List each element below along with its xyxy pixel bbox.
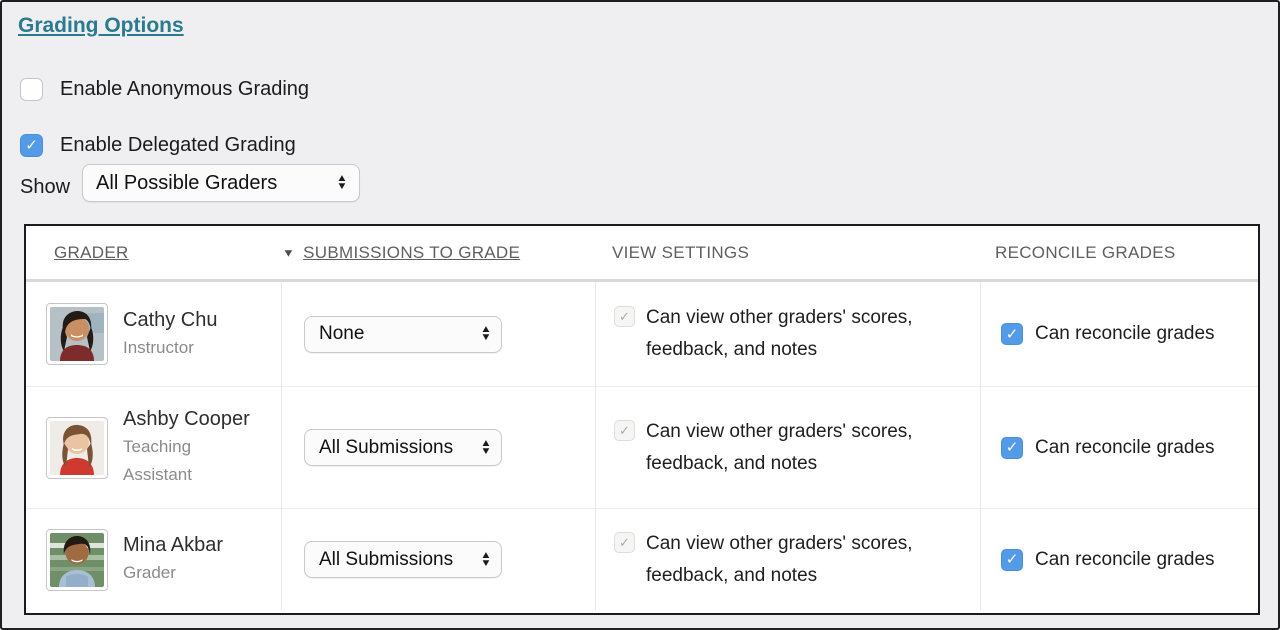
avatar [46,416,108,479]
reconcile-cell: ✓ Can reconcile grades [981,387,1258,508]
can-reconcile-label: Can reconcile grades [1035,323,1215,344]
check-icon: ✓ [619,309,630,324]
can-reconcile-checkbox[interactable]: ✓ [1001,436,1023,459]
check-icon: ✓ [1005,325,1019,343]
grader-column-header: GRADER [26,243,282,263]
submissions-cell: All Submissions ▲ ▼ [282,387,596,508]
submissions-sort-link[interactable]: SUBMISSIONS TO GRADE [303,242,521,262]
grader-role: Grader [123,563,176,582]
check-icon: ✓ [25,137,38,154]
check-icon: ✓ [619,422,630,438]
submissions-select-value: All Submissions [319,436,454,458]
grader-sort-link[interactable]: GRADER [54,242,129,262]
can-reconcile-label: Can reconcile grades [1035,548,1215,570]
can-reconcile-checkbox[interactable]: ✓ [1001,548,1023,571]
show-graders-select[interactable]: All Possible Graders ▲ ▼ [82,164,361,202]
table-row: Ashby Cooper Teaching Assistant All Subm… [26,386,1258,508]
grader-role: Instructor [123,337,194,357]
grader-name: Ashby Cooper [123,408,250,430]
grader-cell: Ashby Cooper Teaching Assistant [26,387,282,508]
can-view-label: Can view other graders' scores, feedback… [646,532,913,586]
anonymous-grading-checkbox[interactable]: ✓ [20,78,43,101]
submissions-column-header: ▼ SUBMISSIONS TO GRADE [282,243,596,263]
grader-name: Mina Akbar [123,534,224,556]
can-view-checkbox: ✓ [614,306,635,327]
submissions-select-value: All Submissions [319,548,454,570]
grader-role: Teaching Assistant [123,437,192,484]
delegated-grading-checkbox[interactable]: ✓ [20,134,43,157]
show-label: Show [20,175,71,198]
can-view-label: Can view other graders' scores, feedback… [646,420,913,474]
table-row: Mina Akbar Grader All Submissions ▲ ▼ ✓ C… [26,508,1258,610]
anonymous-grading-label: Enable Anonymous Grading [60,78,310,100]
show-graders-row: Show All Possible Graders ▲ ▼ [20,164,361,202]
reconcile-cell: ✓ Can reconcile grades [981,509,1258,610]
can-view-checkbox: ✓ [614,419,635,441]
grader-cell: Cathy Chu Instructor [26,282,282,386]
select-arrows-icon: ▲ ▼ [480,437,492,457]
sort-desc-icon[interactable]: ▼ [282,246,296,259]
grader-cell: Mina Akbar Grader [26,509,282,610]
check-icon: ✓ [1005,551,1019,568]
view-settings-cell: ✓ Can view other graders' scores, feedba… [596,282,981,386]
anonymous-grading-option: ✓ Enable Anonymous Grading [20,78,309,101]
show-graders-select-value: All Possible Graders [96,171,278,194]
can-view-label: Can view other graders' scores, feedback… [646,307,913,360]
reconcile-cell: ✓ Can reconcile grades [981,282,1258,386]
check-icon: ✓ [1005,439,1019,456]
submissions-select[interactable]: All Submissions ▲ ▼ [304,429,502,466]
delegated-grading-label: Enable Delegated Grading [60,134,296,156]
can-view-checkbox: ✓ [614,531,635,553]
delegated-grading-option: ✓ Enable Delegated Grading [20,134,296,157]
can-reconcile-checkbox[interactable]: ✓ [1001,323,1023,345]
grading-options-link[interactable]: Grading Options [18,14,184,37]
submissions-select[interactable]: None ▲ ▼ [304,315,502,353]
submissions-cell: None ▲ ▼ [282,282,596,386]
graders-table: GRADER ▼ SUBMISSIONS TO GRADE VIEW SETTI… [24,224,1260,615]
reconcile-column-header: RECONCILE GRADES [995,242,1176,262]
view-settings-column-header: VIEW SETTINGS [612,242,750,262]
submissions-select-value: None [319,323,365,344]
submissions-select[interactable]: All Submissions ▲ ▼ [304,541,502,578]
check-icon: ✓ [619,534,630,550]
select-arrows-icon: ▲ ▼ [480,324,492,343]
table-header-row: GRADER ▼ SUBMISSIONS TO GRADE VIEW SETTI… [26,226,1258,282]
view-settings-cell: ✓ Can view other graders' scores, feedba… [596,509,981,610]
avatar [46,528,108,591]
table-row: Cathy Chu Instructor None ▲ ▼ ✓ Can view … [26,282,1258,386]
grader-name: Cathy Chu [123,308,218,331]
view-settings-cell: ✓ Can view other graders' scores, feedba… [596,387,981,508]
can-reconcile-label: Can reconcile grades [1035,436,1215,458]
avatar [46,303,108,365]
submissions-cell: All Submissions ▲ ▼ [282,509,596,610]
select-arrows-icon: ▲ ▼ [336,173,348,192]
select-arrows-icon: ▲ ▼ [480,549,492,569]
